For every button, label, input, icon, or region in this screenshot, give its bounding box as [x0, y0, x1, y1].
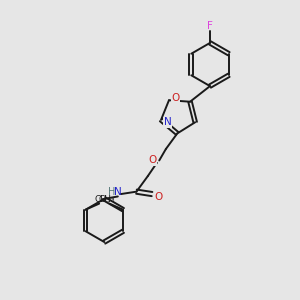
Text: CH₃: CH₃ [94, 195, 111, 204]
Text: O: O [171, 93, 180, 103]
Text: N: N [114, 187, 122, 197]
Text: O: O [148, 155, 157, 166]
Text: CH₃: CH₃ [98, 195, 115, 204]
Text: O: O [154, 192, 163, 202]
Text: N: N [164, 117, 172, 127]
Text: H: H [108, 187, 115, 197]
Text: F: F [207, 21, 213, 32]
